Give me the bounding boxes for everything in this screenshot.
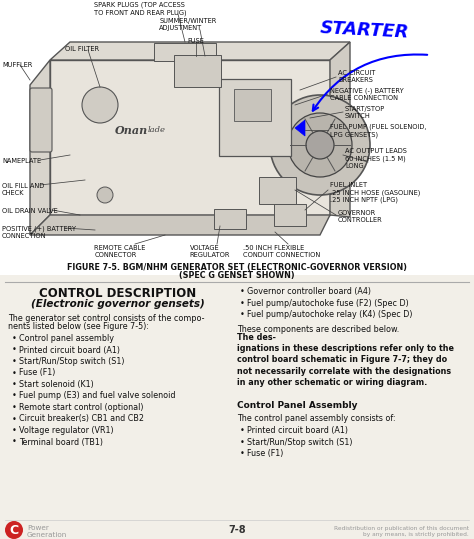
Text: (SPEC G GENSET SHOWN): (SPEC G GENSET SHOWN)	[179, 271, 295, 280]
Text: Fuel pump (E3) and fuel valve solenoid: Fuel pump (E3) and fuel valve solenoid	[19, 391, 175, 400]
Text: OIL FILTER: OIL FILTER	[65, 46, 99, 52]
Text: Fuel pump/autochoke fuse (F2) (Spec D): Fuel pump/autochoke fuse (F2) (Spec D)	[247, 299, 409, 308]
Text: START/STOP
SWITCH: START/STOP SWITCH	[345, 106, 385, 119]
FancyBboxPatch shape	[219, 79, 291, 156]
Text: Terminal board (TB1): Terminal board (TB1)	[19, 438, 103, 446]
Text: •: •	[240, 450, 245, 458]
Text: Start/Run/Stop switch (S1): Start/Run/Stop switch (S1)	[19, 357, 125, 366]
Text: CONTROL DESCRIPTION: CONTROL DESCRIPTION	[39, 287, 197, 300]
Text: C: C	[9, 523, 18, 536]
Text: FIGURE 7-5. BGM/NHM GENERATOR SET (ELECTRONIC-GOVERNOR VERSION): FIGURE 7-5. BGM/NHM GENERATOR SET (ELECT…	[67, 263, 407, 272]
Polygon shape	[330, 42, 350, 217]
Text: •: •	[12, 357, 17, 366]
Text: •: •	[12, 438, 17, 446]
FancyBboxPatch shape	[0, 0, 474, 275]
FancyBboxPatch shape	[154, 43, 216, 61]
Circle shape	[82, 87, 118, 123]
Text: (Electronic governor gensets): (Electronic governor gensets)	[31, 299, 205, 309]
Circle shape	[5, 521, 23, 539]
Text: Fuse (F1): Fuse (F1)	[19, 369, 55, 377]
Text: Control panel assembly: Control panel assembly	[19, 334, 114, 343]
FancyBboxPatch shape	[274, 204, 306, 226]
Text: NAMEPLATE: NAMEPLATE	[2, 158, 41, 164]
Text: Onan: Onan	[115, 125, 148, 135]
Text: Remote start control (optional): Remote start control (optional)	[19, 403, 144, 412]
Text: Control Panel Assembly: Control Panel Assembly	[237, 402, 357, 410]
Text: SUMMER/WINTER
ADJUSTMENT: SUMMER/WINTER ADJUSTMENT	[159, 18, 217, 31]
Text: •: •	[12, 414, 17, 424]
Text: •: •	[12, 369, 17, 377]
Text: •: •	[12, 391, 17, 400]
Polygon shape	[30, 60, 50, 235]
Text: Printed circuit board (A1): Printed circuit board (A1)	[247, 426, 348, 436]
Polygon shape	[50, 42, 350, 60]
Text: •: •	[12, 380, 17, 389]
Text: •: •	[240, 426, 245, 436]
Text: These components are described below.: These components are described below.	[237, 326, 402, 335]
Text: STARTER: STARTER	[320, 19, 410, 42]
Text: •: •	[240, 310, 245, 319]
Text: nents listed below (see Figure 7-5):: nents listed below (see Figure 7-5):	[8, 322, 149, 331]
Text: SPARK PLUGS (TOP ACCESS
TO FRONT AND REAR PLUG): SPARK PLUGS (TOP ACCESS TO FRONT AND REA…	[94, 2, 186, 16]
Text: POSITIVE (+) BATTERY
CONNECTION: POSITIVE (+) BATTERY CONNECTION	[2, 225, 76, 238]
Circle shape	[270, 95, 370, 195]
Text: Generation: Generation	[27, 532, 67, 538]
Text: FUEL INLET
.25 INCH HOSE (GASOLINE)
.25 INCH NPTF (LPG): FUEL INLET .25 INCH HOSE (GASOLINE) .25 …	[330, 182, 420, 203]
Text: Start solenoid (K1): Start solenoid (K1)	[19, 380, 94, 389]
Text: OIL DRAIN VALVE: OIL DRAIN VALVE	[2, 208, 58, 214]
Text: VOLTAGE
REGULATOR: VOLTAGE REGULATOR	[190, 245, 230, 258]
Text: REMOTE CABLE
CONNECTOR: REMOTE CABLE CONNECTOR	[94, 245, 146, 258]
Text: Fuse (F1): Fuse (F1)	[247, 450, 283, 458]
Text: Fuel pump/autochoke relay (K4) (Spec D): Fuel pump/autochoke relay (K4) (Spec D)	[247, 310, 412, 319]
Text: OIL FILL AND
CHECK: OIL FILL AND CHECK	[2, 183, 44, 196]
Text: The generator set control consists of the compo-: The generator set control consists of th…	[8, 314, 204, 323]
Circle shape	[288, 113, 352, 177]
Text: •: •	[12, 345, 17, 355]
Text: •: •	[12, 334, 17, 343]
Text: Redistribution or publication of this document
by any means, is strictly prohibi: Redistribution or publication of this do…	[334, 526, 469, 537]
Text: •: •	[240, 287, 245, 296]
FancyBboxPatch shape	[234, 89, 271, 121]
FancyBboxPatch shape	[214, 209, 246, 229]
Text: AC CIRCUIT
BREAKERS: AC CIRCUIT BREAKERS	[338, 70, 375, 83]
Text: •: •	[12, 426, 17, 435]
Text: GOVERNOR
CONTROLLER: GOVERNOR CONTROLLER	[338, 210, 383, 223]
Text: •: •	[12, 403, 17, 412]
Polygon shape	[295, 120, 305, 136]
Text: .50 INCH FLEXIBLE
CONDUIT CONNECTION: .50 INCH FLEXIBLE CONDUIT CONNECTION	[243, 245, 320, 258]
Text: Power: Power	[27, 525, 49, 531]
Text: Voltage regulator (VR1): Voltage regulator (VR1)	[19, 426, 114, 435]
FancyBboxPatch shape	[30, 88, 52, 152]
FancyBboxPatch shape	[174, 55, 221, 87]
Text: AC OUTPUT LEADS
60 INCHES (1.5 M)
LONG: AC OUTPUT LEADS 60 INCHES (1.5 M) LONG	[345, 148, 407, 169]
Text: FUEL PUMP (FUEL SOLENOID,
LPG GENSETS): FUEL PUMP (FUEL SOLENOID, LPG GENSETS)	[330, 124, 427, 138]
FancyBboxPatch shape	[259, 177, 296, 204]
Circle shape	[97, 187, 113, 203]
Text: MUFFLER: MUFFLER	[2, 62, 32, 68]
Text: 7-8: 7-8	[228, 525, 246, 535]
Text: •: •	[240, 299, 245, 308]
Text: Printed circuit board (A1): Printed circuit board (A1)	[19, 345, 120, 355]
Text: Circuit breaker(s) CB1 and CB2: Circuit breaker(s) CB1 and CB2	[19, 414, 144, 424]
Text: •: •	[240, 438, 245, 447]
Text: FUSE: FUSE	[188, 38, 204, 44]
Text: lade: lade	[148, 126, 166, 134]
Polygon shape	[50, 60, 330, 215]
Text: Start/Run/Stop switch (S1): Start/Run/Stop switch (S1)	[247, 438, 353, 447]
Circle shape	[306, 131, 334, 159]
Text: Governor controller board (A4): Governor controller board (A4)	[247, 287, 371, 296]
Text: The control panel assembly consists of:: The control panel assembly consists of:	[237, 414, 396, 423]
Text: NEGATIVE (-) BATTERY
CABLE CONNECTION: NEGATIVE (-) BATTERY CABLE CONNECTION	[330, 88, 404, 101]
Polygon shape	[30, 215, 330, 235]
Text: The des-
ignations in these descriptions refer only to the
control board schemat: The des- ignations in these descriptions…	[237, 333, 454, 386]
